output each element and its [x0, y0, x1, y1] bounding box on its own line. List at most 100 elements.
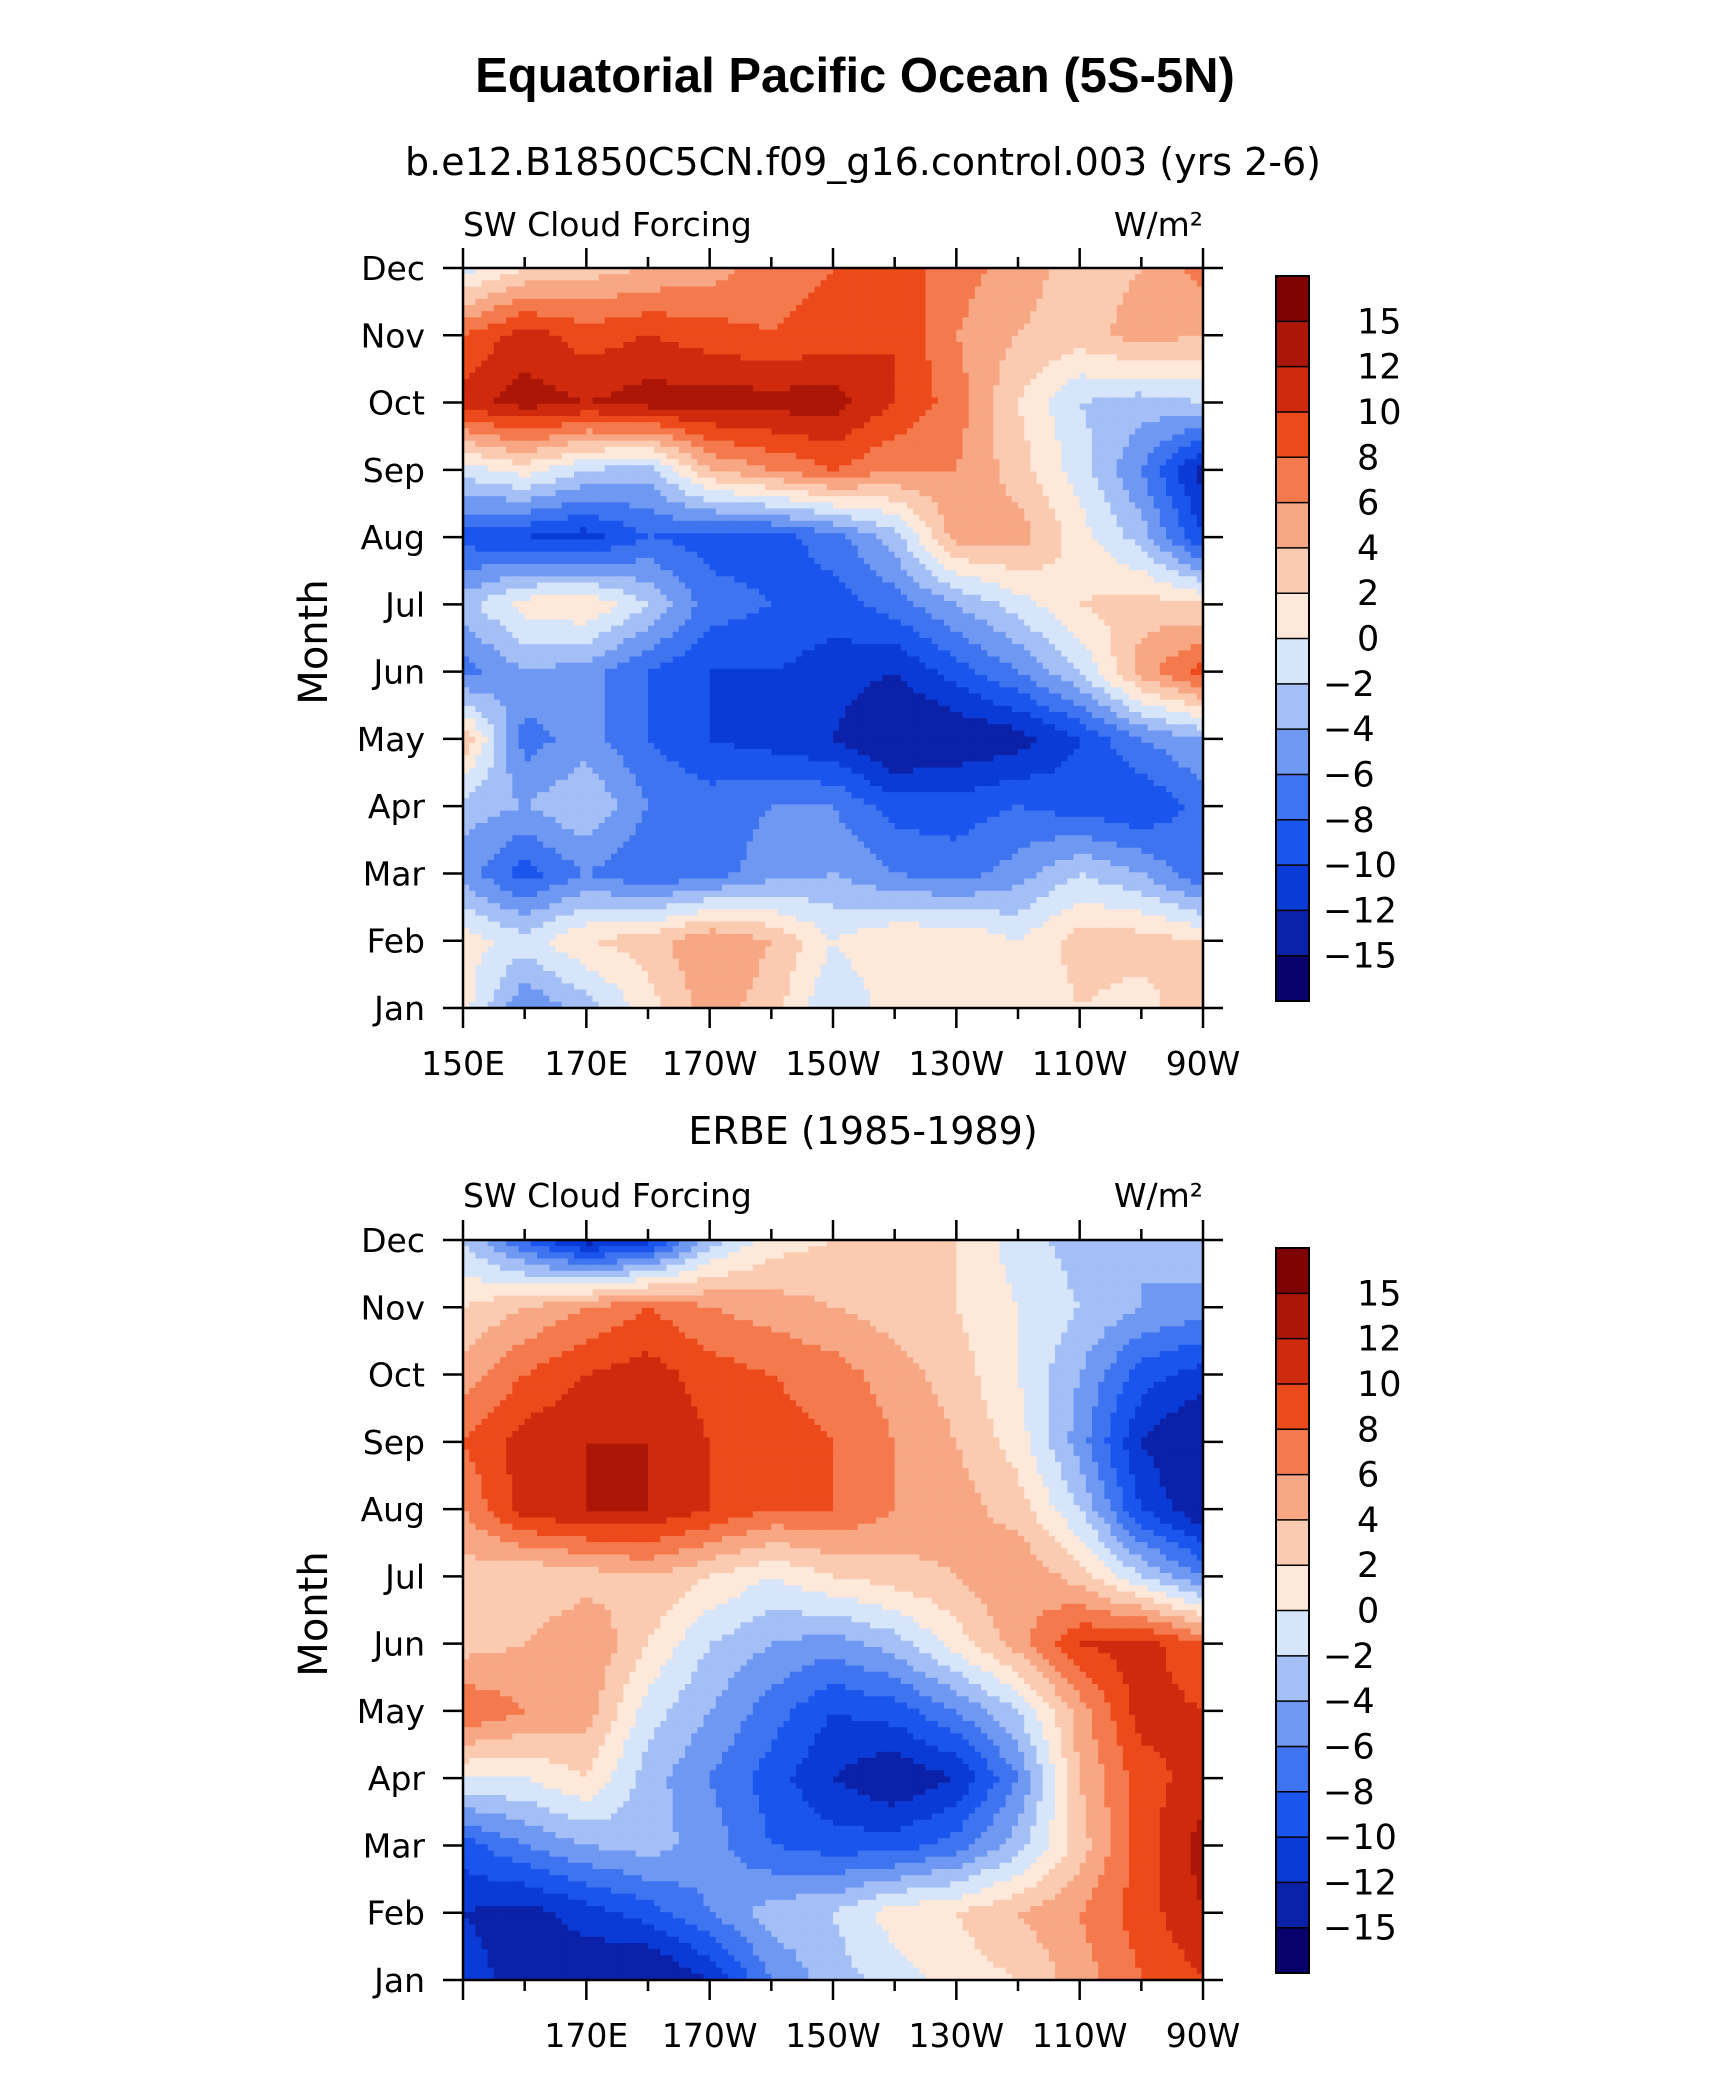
- field-cell: [752, 483, 760, 491]
- field-cell: [1135, 305, 1142, 312]
- field-cell: [1166, 422, 1173, 429]
- field-cell: [1153, 348, 1161, 355]
- field-cell: [1085, 342, 1093, 349]
- field-cell: [728, 268, 735, 275]
- field-cell: [506, 471, 513, 479]
- field-cell: [543, 403, 550, 411]
- field-cell: [746, 477, 754, 485]
- field-cell: [1141, 483, 1149, 491]
- field-cell: [629, 459, 637, 466]
- field-cell: [1018, 274, 1025, 281]
- field-cell: [820, 286, 828, 294]
- field-cell: [678, 422, 686, 429]
- field-cell: [919, 422, 927, 429]
- field-cell: [487, 342, 495, 349]
- field-cell: [1104, 385, 1112, 392]
- field-cell: [1079, 446, 1087, 454]
- field-cell: [919, 360, 927, 368]
- field-cell: [1011, 366, 1019, 374]
- field-cell: [1055, 311, 1062, 318]
- field-cell: [1129, 298, 1136, 306]
- field-cell: [592, 286, 600, 294]
- field-cell: [900, 440, 908, 448]
- field-cell: [1147, 379, 1155, 386]
- field-cell: [845, 372, 853, 380]
- field-cell: [641, 397, 649, 405]
- field-cell: [771, 403, 779, 411]
- field-cell: [740, 403, 748, 411]
- field-cell: [1005, 465, 1013, 473]
- field-cell: [524, 428, 532, 436]
- field-cell: [635, 440, 643, 448]
- field-cell: [574, 403, 581, 411]
- field-cell: [506, 348, 513, 355]
- field-cell: [1073, 422, 1081, 429]
- field-cell: [882, 280, 890, 288]
- field-cell: [1036, 446, 1044, 454]
- field-cell: [913, 508, 920, 516]
- field-cell: [1036, 372, 1044, 380]
- field-cell: [814, 391, 822, 399]
- field-cell: [820, 520, 828, 528]
- field-cell: [907, 317, 914, 325]
- field-cell: [888, 379, 896, 386]
- field-cell: [833, 428, 840, 436]
- field-cell: [1178, 465, 1186, 473]
- field-cell: [1166, 305, 1173, 312]
- field-cell: [1129, 391, 1136, 399]
- field-cell: [1159, 440, 1167, 448]
- field-cell: [1166, 372, 1173, 380]
- field-cell: [1055, 397, 1062, 405]
- field-cell: [623, 268, 631, 275]
- field-cell: [629, 465, 637, 473]
- field-cell: [789, 434, 797, 442]
- field-cell: [944, 440, 951, 448]
- field-cell: [728, 274, 735, 281]
- field-cell: [925, 372, 933, 380]
- field-cell: [598, 440, 606, 448]
- field-cell: [1024, 471, 1031, 479]
- field-cell: [1104, 311, 1112, 318]
- field-cell: [913, 459, 920, 466]
- field-cell: [820, 342, 828, 349]
- field-cell: [598, 311, 606, 318]
- field-cell: [475, 465, 483, 473]
- field-cell: [1190, 508, 1198, 516]
- field-cell: [1092, 366, 1099, 374]
- field-cell: [666, 508, 674, 516]
- field-cell: [999, 471, 1007, 479]
- field-cell: [469, 483, 476, 491]
- field-cell: [654, 434, 661, 442]
- field-cell: [592, 305, 600, 312]
- field-cell: [882, 453, 890, 460]
- field-cell: [611, 354, 618, 362]
- field-cell: [777, 274, 785, 281]
- field-cell: [789, 483, 797, 491]
- field-cell: [641, 391, 649, 399]
- field-cell: [685, 323, 692, 331]
- field-cell: [1061, 280, 1068, 288]
- field-cell: [783, 354, 791, 362]
- field-cell: [555, 329, 563, 337]
- field-cell: [1073, 298, 1081, 306]
- field-cell: [518, 323, 526, 331]
- field-cell: [1147, 274, 1155, 281]
- field-cell: [1104, 403, 1112, 411]
- field-cell: [845, 391, 853, 399]
- field-cell: [777, 286, 785, 294]
- field-cell: [691, 360, 698, 368]
- field-cell: [463, 348, 470, 355]
- field-cell: [1024, 360, 1031, 368]
- field-cell: [913, 471, 920, 479]
- field-cell: [783, 446, 791, 454]
- field-cell: [734, 372, 742, 380]
- field-cell: [857, 280, 865, 288]
- field-cell: [1098, 483, 1105, 491]
- field-cell: [648, 329, 655, 337]
- field-cell: [543, 416, 550, 423]
- field-cell: [808, 323, 816, 331]
- field-cell: [1135, 317, 1142, 325]
- field-cell: [629, 416, 637, 423]
- field-cell: [654, 496, 661, 503]
- field-cell: [1104, 409, 1112, 417]
